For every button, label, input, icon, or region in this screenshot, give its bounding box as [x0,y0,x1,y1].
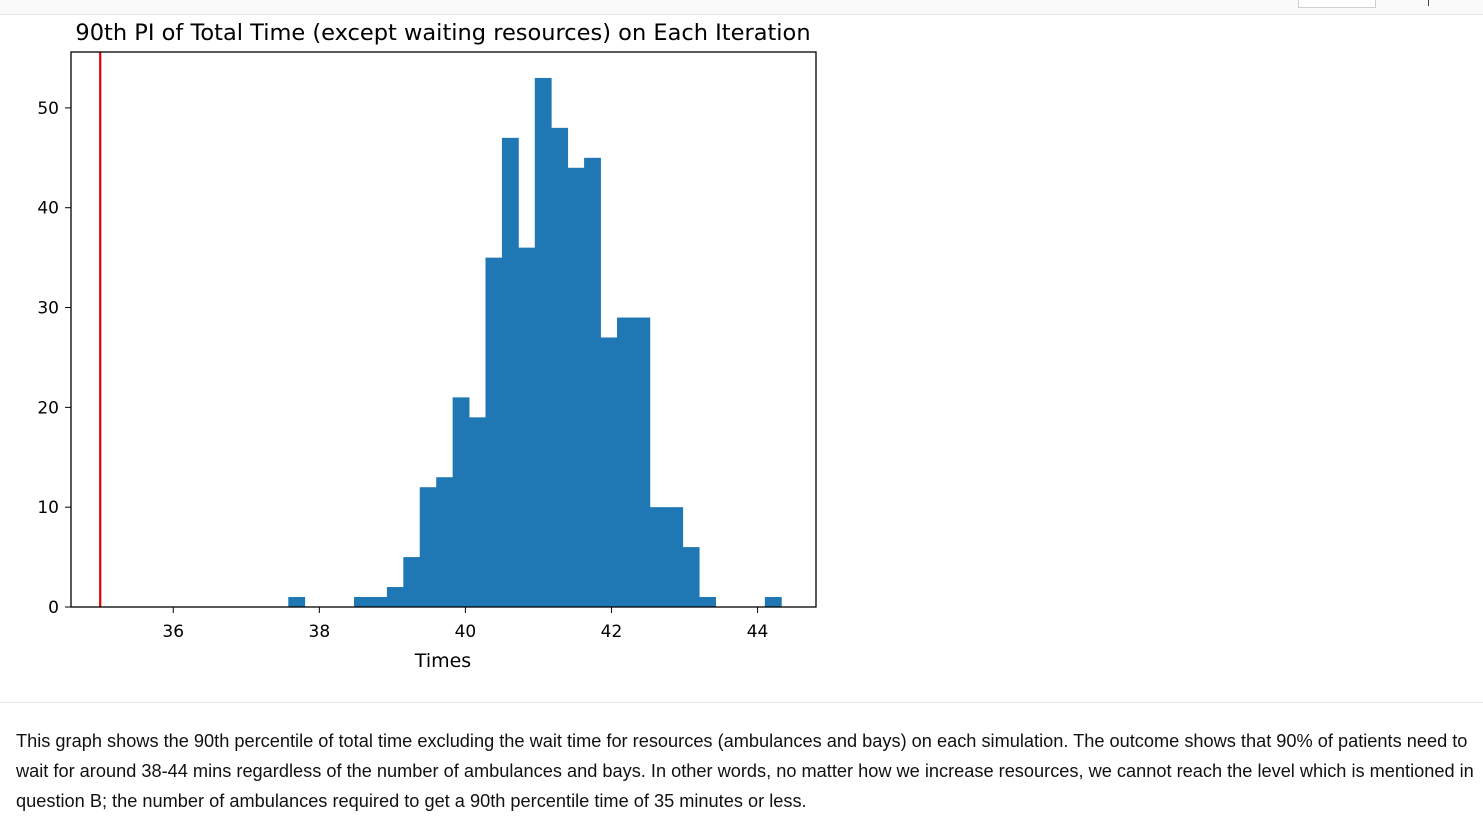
y-tick-label: 50 [37,99,59,119]
y-tick-label: 30 [37,299,59,319]
histogram-bar-9 [436,477,454,607]
x-tick-label: 42 [601,622,623,642]
y-tick-label: 20 [37,398,59,418]
histogram-bar-29 [764,597,782,607]
chart-title: 90th PI of Total Time (except waiting re… [75,20,810,46]
histogram-bar-8 [419,487,437,607]
histogram-bar-13 [501,137,519,607]
cell-output-figure: 90th PI of Total Time (except waiting re… [0,14,1483,702]
notebook-toolbar-fragment [0,0,1483,15]
histogram-bar-4 [354,597,371,607]
histogram-bar-19 [600,337,618,607]
histogram-bar-12 [485,257,503,607]
histogram-bar-7 [403,557,421,607]
x-tick-label: 38 [309,622,331,642]
toolbar-field[interactable] [1298,0,1376,8]
histogram-bar-25 [699,597,716,607]
x-tick-label: 44 [747,622,769,642]
histogram-bar-17 [567,167,585,607]
histogram-bar-0 [288,597,306,607]
histogram-bar-16 [551,127,569,607]
histogram-bars [288,77,782,608]
y-tick-label: 40 [37,199,59,219]
x-tick-label: 40 [455,622,477,642]
toolbar-separator [1428,0,1429,6]
histogram-bar-22 [649,507,667,607]
histogram-bar-14 [518,247,536,608]
histogram-bar-11 [469,417,486,607]
histogram-bar-15 [534,77,552,607]
histogram-bar-23 [666,507,684,607]
y-axis-ticks: 0 10 20 30 40 50 [37,99,71,618]
x-axis-ticks: 36 38 40 42 44 [162,607,768,642]
markdown-cell: This graph shows the 90th percentile of … [16,726,1476,816]
plot-frame [70,51,817,608]
x-tick-label: 36 [162,622,184,642]
histogram-bar-5 [370,597,388,607]
histogram-bar-10 [452,397,470,607]
histogram-bar-24 [682,547,700,607]
cell-divider [0,702,1483,703]
histogram-bar-20 [616,317,634,607]
histogram-bar-21 [633,317,651,607]
histogram-chart: 90th PI of Total Time (except waiting re… [37,20,817,672]
y-tick-label: 10 [37,498,59,518]
histogram-bar-18 [584,157,601,607]
x-axis-label: Times [414,650,471,672]
histogram-bar-6 [386,587,404,607]
explanation-paragraph: This graph shows the 90th percentile of … [16,731,1474,811]
y-tick-label: 0 [48,598,59,618]
